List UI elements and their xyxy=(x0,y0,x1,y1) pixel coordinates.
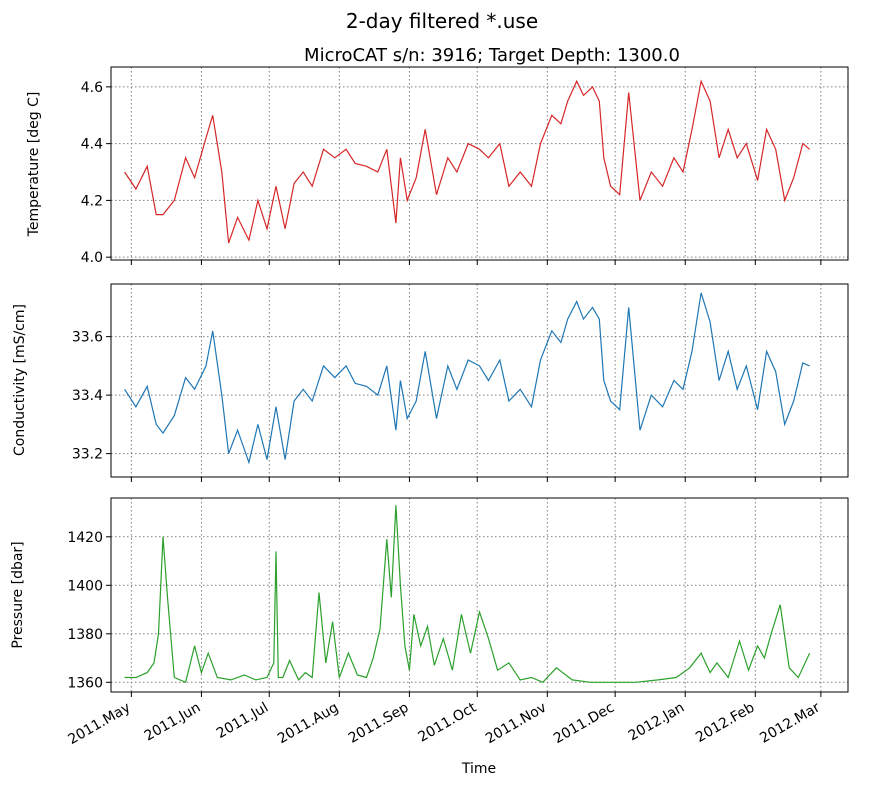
pressure-ytick-label-3: 1420 xyxy=(67,530,103,546)
temperature-axes-frame xyxy=(110,66,849,261)
x-tick-label-4: 2011.Sep xyxy=(346,700,412,747)
conductivity-ylabel: Conductivity [mS/cm] xyxy=(12,304,28,456)
suptitle: 2-day filtered *.use xyxy=(346,9,538,33)
x-tick-label-6: 2011.Nov xyxy=(483,700,549,748)
x-tick-label-0: 2011.May xyxy=(66,700,134,748)
conductivity-axes-frame xyxy=(110,283,849,478)
pressure-line xyxy=(124,505,811,684)
x-tick-label-10: 2012.Mar xyxy=(757,699,823,746)
x-tick-label-7: 2011.Dec xyxy=(551,700,617,747)
conductivity-ytick-label-0: 33.2 xyxy=(72,447,103,463)
conductivity-ytick-label-2: 33.6 xyxy=(72,330,103,346)
temperature-line xyxy=(124,79,810,244)
x-axis-label: Time xyxy=(461,761,496,777)
x-tick-label-2: 2011.Jul xyxy=(214,700,271,742)
x-tick-label-3: 2011.Aug xyxy=(275,700,341,748)
conductivity-line xyxy=(124,292,810,465)
pressure-ytick-label-0: 1360 xyxy=(67,675,103,691)
x-tick-labels: 2011.May 2011.Jun 2011.Jul 2011.Aug 2011.Sep… xyxy=(66,699,824,748)
subtitle: MicroCAT s/n: 3916; Target Depth: 1300.0 xyxy=(304,45,680,66)
temperature-ytick-label-3: 4.6 xyxy=(81,80,103,96)
panel-pressure: 1360 1380 1400 1420 Pressure [dbar] xyxy=(10,497,849,697)
temperature-ytick-label-0: 4.0 xyxy=(81,250,103,266)
pressure-ytick-label-1: 1380 xyxy=(67,627,103,643)
panel-temperature: 4.0 4.2 4.4 4.6 Temperature [deg C] xyxy=(26,66,849,266)
temperature-ytick-label-2: 4.4 xyxy=(81,137,103,153)
conductivity-ytick-label-1: 33.4 xyxy=(72,388,103,404)
x-tick-label-9: 2012.Feb xyxy=(693,700,757,746)
temperature-ytick-label-1: 4.2 xyxy=(81,193,103,209)
pressure-ytick-label-2: 1400 xyxy=(67,578,103,594)
x-tick-label-1: 2011.Jun xyxy=(142,700,204,745)
x-tick-label-5: 2011.Oct xyxy=(416,699,480,745)
pressure-ylabel: Pressure [dbar] xyxy=(10,541,26,648)
pressure-axes-frame xyxy=(110,497,849,693)
panel-conductivity: 33.2 33.4 33.6 Conductivity [mS/cm] xyxy=(12,283,849,482)
temperature-ylabel: Temperature [deg C] xyxy=(26,92,42,238)
x-tick-label-8: 2012.Jan xyxy=(626,700,687,745)
